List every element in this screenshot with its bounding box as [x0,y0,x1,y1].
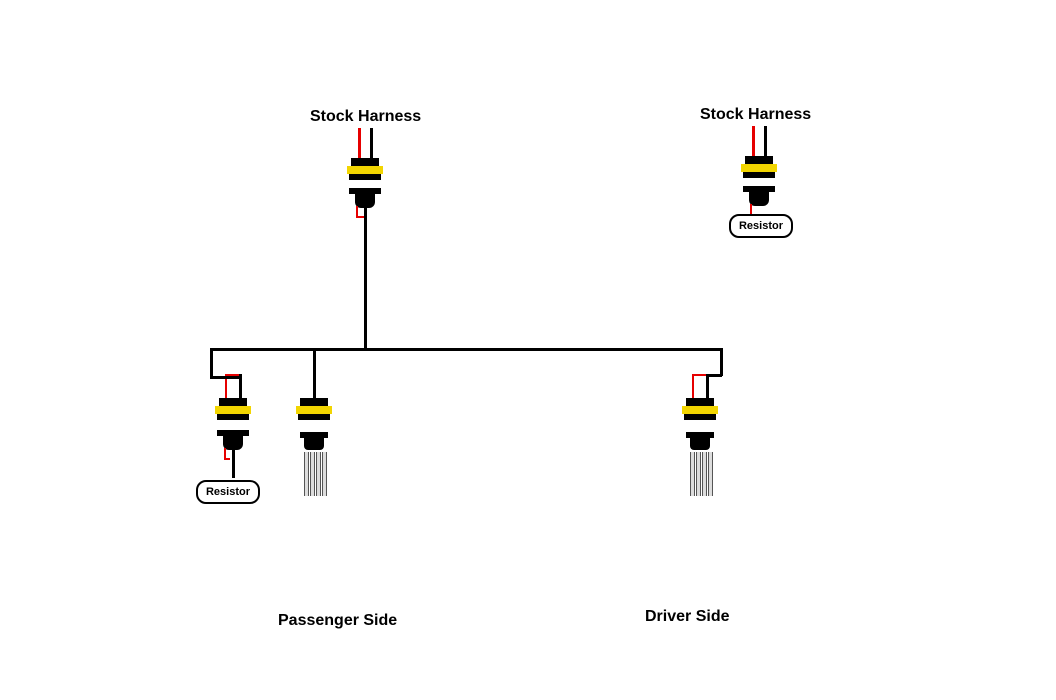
label-stock-harness-right: Stock Harness [700,106,811,124]
connector-top [741,156,777,178]
bulb-socket [683,432,717,452]
label-stock-harness-left: Stock Harness [310,108,421,126]
wire-black [764,126,767,158]
connector-top [682,398,718,420]
wire-black [210,376,241,379]
connector-bottom [215,430,251,452]
wire-black [364,208,367,348]
bulb-pins [304,452,324,496]
connector-top [296,398,332,420]
resistor-left: Resistor [196,480,260,504]
connector-bottom [741,186,777,208]
wire-red [752,126,755,158]
wire-red [750,204,752,214]
bulb-pins [690,452,710,496]
wire-black [370,128,373,160]
wire-bus-horizontal [210,348,722,351]
bulb-socket [297,432,331,452]
wire-red [358,128,361,160]
wire-black [313,348,316,398]
label-passenger-side: Passenger Side [278,612,397,630]
wire-black [706,374,722,377]
wire-black [232,450,235,478]
connector-top [215,398,251,420]
label-driver-side: Driver Side [645,608,729,626]
wire-red [692,374,706,376]
wire-black [720,348,723,376]
wire-red [224,458,230,460]
connector-bottom [347,188,383,210]
wire-black [210,348,213,378]
wire-black [706,374,709,398]
resistor-right: Resistor [729,214,793,238]
wiring-diagram: Stock Harness Stock Harness Resistor Res… [0,0,1056,700]
connector-top [347,158,383,180]
wire-red [692,374,694,398]
wire-red [356,216,364,218]
